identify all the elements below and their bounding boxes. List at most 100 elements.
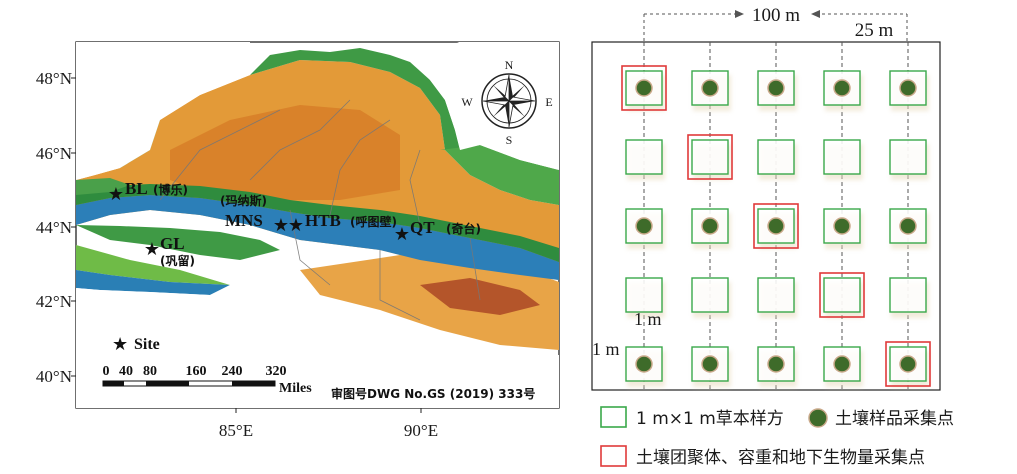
soil-sample-point (701, 217, 719, 235)
soil-sample-point (833, 217, 851, 235)
quadrat-cell (889, 208, 929, 249)
scale-unit: Miles (279, 381, 312, 396)
aggregate-sample-square (753, 203, 799, 249)
soil-sample-point (767, 79, 785, 97)
quadrat-cell (621, 65, 667, 111)
lon-label-90: 90°E (404, 421, 438, 440)
terrain-map (76, 42, 559, 408)
quadrat-square (691, 139, 729, 175)
quadrat-cell (823, 208, 863, 249)
quadrat-square (757, 139, 795, 175)
star-icon: ★ (288, 215, 304, 235)
lat-label-46: 46°N (36, 144, 72, 163)
scale-bar (102, 380, 276, 387)
soil-sample-point (833, 355, 851, 373)
approval-number: 审图号DWG No.GS (2019) 333号 (331, 386, 535, 401)
arrow-right-icon (735, 10, 744, 18)
lat-label-40: 40°N (36, 367, 72, 386)
quadrat-legend-swatch (600, 406, 627, 428)
soil-point-legend-marker (808, 408, 828, 428)
lat-label-48: 48°N (36, 69, 72, 88)
quadrat-square (625, 139, 663, 175)
scale-tick-0: 0 (103, 364, 110, 379)
scale-tick-80: 80 (143, 364, 157, 379)
site-code-htb: HTB (305, 211, 341, 230)
quadrat-cell (753, 203, 799, 249)
quadrat-height-label: 1 m (592, 339, 620, 359)
quadrat-cell (625, 277, 665, 318)
aggregate-sample-square (885, 341, 931, 387)
site-legend-label: Site (134, 336, 160, 353)
soil-sample-point (701, 355, 719, 373)
soil-sample-point (767, 355, 785, 373)
quadrat-legend-label: 1 m×1 m草本样方 (636, 409, 784, 429)
star-icon: ★ (144, 239, 160, 259)
quadrat-cell (625, 139, 665, 180)
site-name-qt: (奇台) (446, 221, 481, 236)
soil-sample-point (635, 79, 653, 97)
interval-label: 25 m (855, 20, 894, 41)
compass-east-label: E (545, 95, 552, 109)
quadrat-cell (757, 277, 797, 318)
site-name-mns: (玛纳斯) (220, 193, 267, 208)
quadrat-cell (819, 272, 865, 318)
quadrat-cell (625, 208, 665, 249)
lat-label-44: 44°N (36, 218, 72, 237)
scale-tick-40: 40 (119, 364, 133, 379)
site-code-qt: QT (410, 218, 435, 237)
star-icon: ★ (108, 184, 124, 204)
map-legend: ★ Site 0 40 80 160 240 320 Miles 审图号DWG … (102, 334, 535, 401)
quadrat-cell (687, 134, 733, 180)
soil-sample-point (899, 217, 917, 235)
compass-west-label: W (461, 95, 473, 109)
lat-label-42: 42°N (36, 292, 72, 311)
site-name-bl: (博乐) (153, 182, 188, 197)
quadrat-cell (757, 139, 797, 180)
site-markers: ★ ★ ★ ★ ★ (108, 184, 410, 259)
scale-tick-240: 240 (222, 364, 243, 379)
quadrat-cell (757, 70, 797, 111)
quadrat-cell (823, 139, 863, 180)
site-code-mns: MNS (225, 211, 263, 230)
spacing-label: 100 m (752, 5, 800, 26)
quadrat-cell (885, 341, 931, 387)
lon-label-85: 85°E (219, 421, 253, 440)
star-icon: ★ (112, 334, 128, 354)
aggregate-sample-square (819, 272, 865, 318)
star-icon: ★ (273, 215, 289, 235)
quadrat-square (757, 277, 795, 313)
aggregate-legend-swatch (600, 445, 627, 467)
compass-north-label: N (505, 58, 514, 72)
plot-layout-panel: 100 m 25 m 1 m 1 m (591, 5, 941, 391)
compass-south-label: S (506, 133, 513, 147)
quadrat-cell (889, 277, 929, 318)
quadrat-cell (691, 277, 731, 318)
map-panel: 48°N 46°N 44°N 42°N 40°N 85°E 90°E (36, 41, 560, 440)
quadrat-cell (691, 346, 731, 387)
aggregate-legend-label: 土壤团聚体、容重和地下生物量采集点 (636, 447, 925, 468)
quadrat-width-label: 1 m (634, 309, 662, 329)
quadrat-square (625, 277, 663, 313)
arrow-left-icon (811, 10, 820, 18)
quadrat-square (823, 277, 861, 313)
quadrat-cell (691, 70, 731, 111)
quadrat-cell (757, 346, 797, 387)
aggregate-sample-square (687, 134, 733, 180)
quadrat-square (889, 346, 927, 382)
quadrat-cell (823, 346, 863, 387)
star-icon: ★ (394, 224, 410, 244)
quadrat-cell (889, 70, 929, 111)
quadrat-cell (889, 139, 929, 180)
site-code-gl: GL (160, 234, 185, 253)
soil-sample-point (767, 217, 785, 235)
spacing-dimension (643, 13, 908, 42)
site-name-htb: (呼图壁) (350, 214, 397, 229)
quadrat-square (889, 277, 927, 313)
site-name-gl: (巩留) (160, 253, 195, 268)
soil-sample-point (833, 79, 851, 97)
quadrat-grid (621, 65, 931, 387)
quadrat-square (889, 139, 927, 175)
site-code-bl: BL (125, 179, 148, 198)
soil-sample-point (635, 217, 653, 235)
